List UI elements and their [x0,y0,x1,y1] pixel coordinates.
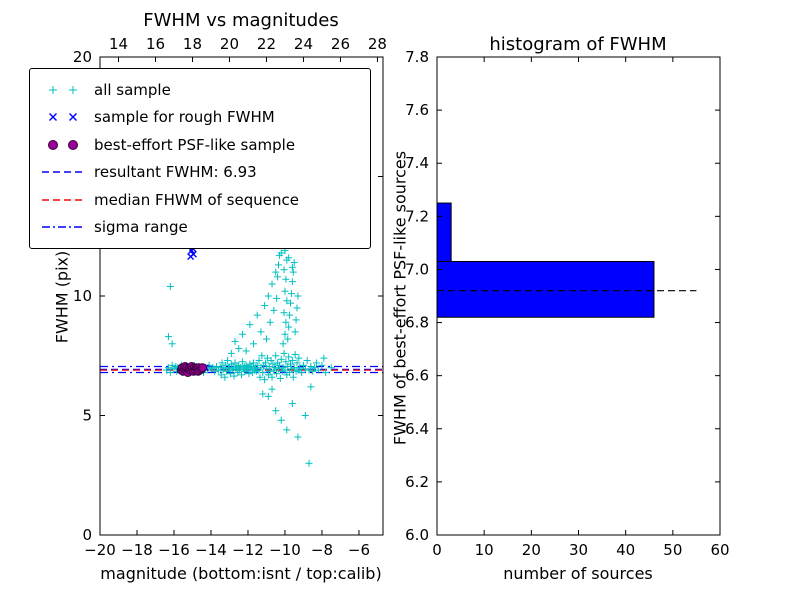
legend: all sample sample for rough FWHM best-ef… [29,68,371,249]
svg-text:14: 14 [109,35,128,53]
legend-item-median-fwhm: median FHWM of sequence [30,191,370,209]
svg-text:10: 10 [73,287,92,305]
svg-text:0: 0 [82,526,92,544]
svg-text:−8: −8 [311,541,333,559]
legend-item-sigma-range: sigma range [30,218,370,236]
svg-text:18: 18 [183,35,202,53]
svg-text:−16: −16 [158,541,190,559]
svg-text:7.8: 7.8 [405,48,429,66]
svg-text:−12: −12 [232,541,264,559]
svg-text:10: 10 [475,541,494,559]
svg-text:22: 22 [257,35,276,53]
svg-text:−18: −18 [121,541,153,559]
dashdot-line-icon [42,226,84,229]
legend-label: median FHWM of sequence [94,190,299,209]
svg-text:24: 24 [294,35,313,53]
svg-text:16: 16 [146,35,165,53]
right-x-axis-label: number of sources [503,564,653,583]
x-marker-icon [49,113,77,122]
svg-text:−10: −10 [269,541,301,559]
svg-text:7.0: 7.0 [405,260,429,278]
svg-text:26: 26 [331,35,350,53]
svg-text:−6: −6 [348,541,370,559]
left-x-axis-label: magnitude (bottom:isnt / top:calib) [100,564,382,583]
svg-text:6.2: 6.2 [405,473,429,491]
left-chart-title: FWHM vs magnitudes [143,10,339,31]
svg-text:−20: −20 [84,541,116,559]
legend-label: sample for rough FWHM [94,108,275,127]
legend-item-psf-sample: best-effort PSF-like sample [30,136,370,154]
plus-marker-icon [49,85,77,94]
legend-label: resultant FWHM: 6.93 [94,163,257,182]
legend-label: best-effort PSF-like sample [94,135,296,154]
dashed-line-icon [42,199,84,201]
svg-text:28: 28 [368,35,387,53]
left-y-axis-label: FWHM (pix) [52,250,72,344]
svg-text:20: 20 [220,35,239,53]
svg-text:30: 30 [569,541,588,559]
svg-text:60: 60 [710,541,729,559]
svg-text:7.2: 7.2 [405,207,429,225]
legend-label: sigma range [94,218,188,237]
right-chart-title: histogram of FWHM [489,34,667,55]
svg-text:50: 50 [663,541,682,559]
legend-label: all sample [94,80,171,99]
svg-text:6.6: 6.6 [405,367,429,385]
svg-text:7.6: 7.6 [405,101,429,119]
legend-item-rough-fwhm: sample for rough FWHM [30,108,370,126]
legend-item-resultant-fwhm: resultant FWHM: 6.93 [30,163,370,181]
legend-item-all-sample: all sample [30,81,370,99]
svg-text:−14: −14 [195,541,227,559]
svg-text:6.8: 6.8 [405,314,429,332]
svg-text:20: 20 [73,48,92,66]
circle-marker-icon [48,139,78,150]
right-y-axis-label: FWHM of best-effort PSF-like sources [390,150,410,446]
svg-text:6.0: 6.0 [405,526,429,544]
svg-text:40: 40 [616,541,635,559]
svg-text:7.4: 7.4 [405,154,429,172]
svg-text:20: 20 [522,541,541,559]
svg-text:6.4: 6.4 [405,420,429,438]
dashed-line-icon [42,171,84,173]
svg-text:5: 5 [82,407,92,425]
svg-text:0: 0 [432,541,442,559]
